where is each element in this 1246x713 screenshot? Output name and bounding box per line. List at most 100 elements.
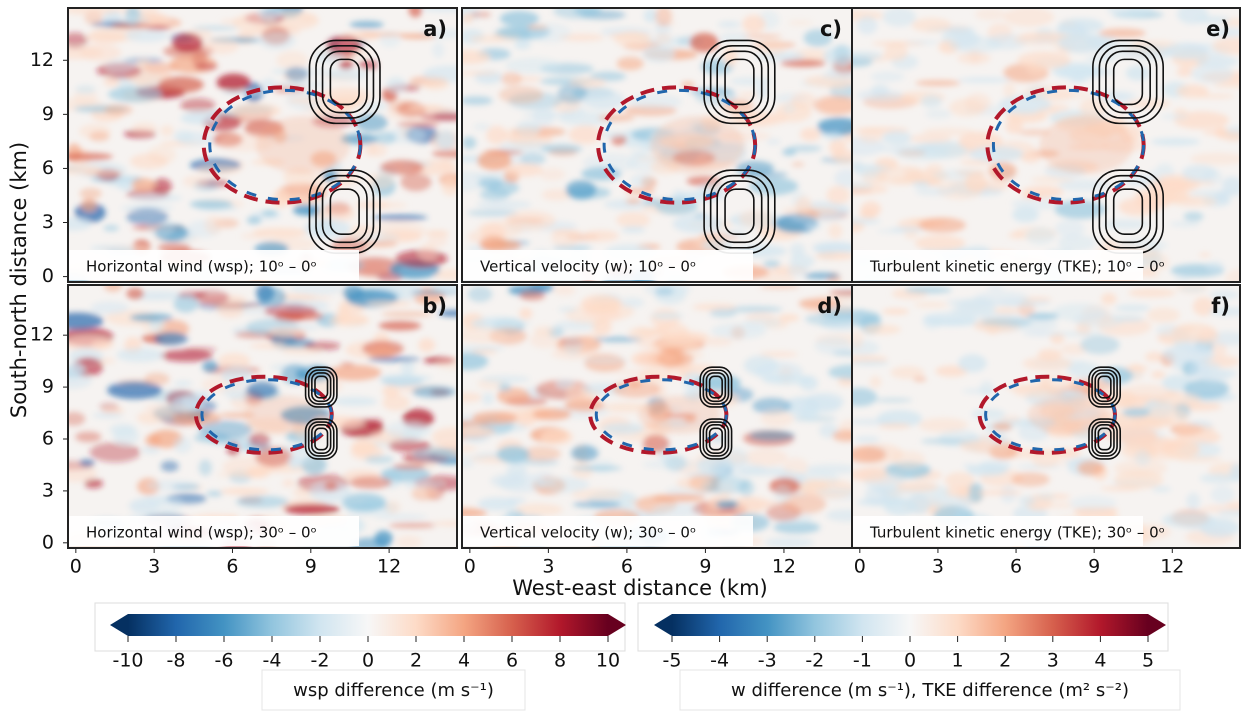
contour — [1091, 369, 1118, 405]
field-patch — [433, 268, 457, 281]
field-patch — [462, 49, 491, 65]
field-patch — [116, 347, 164, 363]
field-patch — [408, 104, 444, 110]
field-patch — [534, 478, 557, 485]
contour — [724, 188, 755, 236]
field-patch — [654, 32, 672, 45]
field-patch — [468, 231, 484, 243]
field-patch — [462, 426, 495, 437]
field-patch — [1114, 304, 1151, 312]
field-patch — [1214, 126, 1228, 139]
panel-caption: Vertical velocity (w); 10ᵒ – 0ᵒ — [480, 258, 696, 276]
field-patch — [949, 98, 985, 117]
field-patch — [890, 226, 924, 232]
field-patch — [583, 301, 635, 321]
field-patch — [1216, 510, 1240, 517]
field-patch — [1069, 495, 1117, 512]
field-patch — [126, 208, 169, 226]
field-patch — [246, 381, 278, 399]
field-patch — [858, 129, 883, 143]
field-patch — [967, 482, 984, 503]
y-tick-label: 0 — [42, 531, 54, 553]
field-patch — [480, 375, 530, 383]
field-patch — [252, 227, 308, 238]
colorbar-tick-label: 10 — [596, 650, 620, 672]
field-patch — [974, 8, 1006, 21]
field-patch — [462, 446, 477, 451]
field-patch — [505, 57, 561, 74]
field-patch — [501, 127, 540, 143]
field-patch — [327, 364, 382, 381]
field-patch — [1201, 372, 1231, 383]
field-patch — [795, 196, 812, 215]
field-patch — [571, 462, 594, 479]
field-patch — [957, 77, 1012, 83]
field-patch — [378, 374, 432, 382]
field-patch — [129, 194, 183, 202]
contour — [703, 39, 776, 125]
field-patch — [581, 167, 622, 181]
colorbar-tick-label: 2 — [999, 650, 1011, 672]
field-patch — [172, 32, 204, 53]
field-patch — [913, 376, 927, 382]
field — [852, 8, 1240, 282]
field-patch — [320, 87, 371, 107]
field-patch — [703, 503, 720, 516]
contour — [311, 424, 332, 454]
field-patch — [68, 32, 89, 49]
field-patch — [180, 98, 216, 113]
field-patch — [729, 77, 772, 86]
field-patch — [386, 76, 406, 94]
contour — [321, 50, 368, 114]
field-patch — [437, 310, 457, 317]
field-patch — [350, 225, 376, 234]
field-patch — [798, 298, 840, 309]
field-patch — [1018, 495, 1037, 506]
field-patch — [326, 69, 368, 81]
field-patch — [834, 168, 852, 188]
field-patch — [160, 349, 213, 362]
field-patch — [1122, 407, 1151, 418]
field-patch — [90, 245, 135, 251]
field-patch — [68, 216, 92, 231]
field-patch — [68, 46, 104, 60]
field-patch — [971, 408, 1006, 420]
x-tick-label: 12 — [772, 556, 796, 578]
field-patch — [399, 33, 436, 39]
contour — [315, 174, 375, 249]
field-patch — [68, 411, 86, 426]
field-patch — [1128, 287, 1176, 298]
field-patch — [1179, 286, 1207, 292]
field-patch — [292, 204, 318, 216]
field-patch — [676, 476, 712, 490]
field-patch — [1011, 472, 1050, 487]
field-patch — [620, 297, 645, 308]
wake-core — [638, 395, 721, 434]
field-patch — [1176, 67, 1193, 77]
field-patch — [1057, 234, 1096, 252]
field-patch — [421, 77, 450, 91]
field-patch — [1003, 8, 1055, 27]
field-patch — [1229, 463, 1240, 482]
field-patch — [977, 179, 1009, 192]
field-patch — [833, 44, 850, 65]
field-patch — [517, 413, 536, 427]
field-patch — [1181, 164, 1218, 182]
field-noise — [462, 285, 852, 548]
field-patch — [354, 113, 388, 132]
field-patch — [979, 380, 994, 397]
field-patch — [378, 321, 422, 331]
field-patch — [592, 318, 612, 336]
field-patch — [462, 326, 508, 344]
field-patch — [276, 50, 308, 70]
field-patch — [534, 471, 554, 478]
field-patch — [787, 144, 822, 152]
field-patch — [993, 307, 1019, 315]
field-patch — [723, 46, 738, 67]
field-patch — [107, 381, 162, 400]
field-patch — [1183, 211, 1204, 222]
x-tick-label: 6 — [621, 556, 633, 578]
field-patch — [630, 151, 648, 158]
field-patch — [743, 317, 782, 329]
field-patch — [1145, 351, 1164, 362]
